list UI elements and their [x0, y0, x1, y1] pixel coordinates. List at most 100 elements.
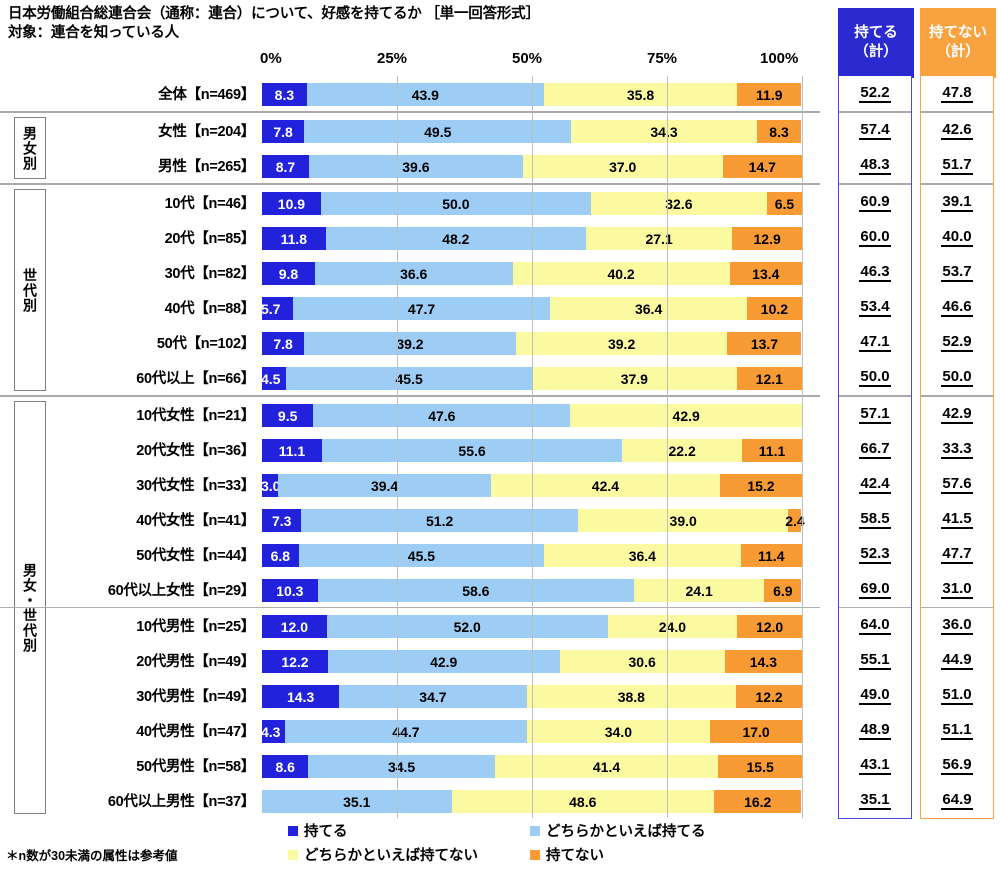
- total-value: 50.0: [941, 368, 973, 387]
- total-value: 46.6: [941, 298, 973, 317]
- bar-segment-value: 34.3: [650, 123, 678, 140]
- total-value: 69.0: [859, 580, 891, 599]
- total-cell-negative: 36.0: [921, 607, 993, 643]
- row-label: 10代女性【n=21】: [136, 408, 255, 424]
- total-value: 47.8: [941, 84, 973, 103]
- bar-segment-value: 39.2: [396, 335, 424, 352]
- total-value: 42.6: [941, 121, 973, 140]
- gridline-1: [397, 76, 398, 818]
- legend-item-0: 持てる: [288, 820, 348, 841]
- row-label: 20代女性【n=36】: [136, 443, 255, 459]
- bar-segment-value: 12.9: [753, 230, 781, 247]
- bar-segment-2: 27.1: [585, 227, 733, 250]
- bar-segment-value: 8.6: [275, 758, 295, 775]
- total-cell-negative: 56.9: [921, 748, 993, 783]
- total-cell-positive: 48.3: [839, 148, 911, 183]
- chart-row: 女性【n=204】 7.8 49.5 34.3 8.3: [0, 113, 820, 148]
- totals-group-negative: 47.8: [921, 76, 993, 111]
- total-cell-positive: 69.0: [839, 572, 911, 607]
- bar-segment-value: 15.5: [746, 758, 774, 775]
- bar-segment-value: 14.3: [749, 653, 777, 670]
- total-value: 51.1: [941, 721, 973, 740]
- bar-segment-3: 12.2: [736, 685, 802, 708]
- bar-segment-value: 8.3: [769, 123, 789, 140]
- bar-segment-value: 36.4: [628, 547, 656, 564]
- bar-segment-value: 13.4: [752, 265, 780, 282]
- bar-segment-2: 36.4: [544, 544, 741, 567]
- bar-segment-1: 45.5: [298, 544, 545, 567]
- total-cell-positive: 60.0: [839, 220, 911, 255]
- chart-legend: 持てる どちらかといえば持てる どちらかといえば持てない 持てない: [288, 820, 808, 868]
- bar-segment-0: 8.3: [262, 83, 307, 106]
- bar-segment-0: 12.2: [262, 650, 328, 673]
- bar-segment-value: 35.8: [626, 86, 655, 103]
- total-cell-negative: 64.9: [921, 783, 993, 818]
- bar-segment-value: 4.3: [261, 723, 281, 740]
- bar-segment-0: 7.8: [262, 120, 305, 143]
- total-value: 47.7: [941, 545, 973, 564]
- total-value: 64.9: [941, 791, 973, 810]
- bar-segment-2: 48.6: [451, 790, 714, 813]
- total-value: 53.7: [941, 263, 973, 282]
- bar-segment-value: 32.6: [665, 195, 693, 212]
- total-cell-negative: 39.1: [921, 185, 993, 220]
- bar-segment-value: 58.6: [462, 582, 490, 599]
- bar-segment-3: 12.0: [737, 615, 802, 638]
- bar-segment-value: 14.7: [748, 158, 776, 175]
- total-value: 42.4: [859, 475, 891, 494]
- bar-segment-value: 51.2: [426, 512, 454, 529]
- bar-segment-1: 36.6: [314, 262, 513, 285]
- total-cell-positive: 43.1: [839, 748, 911, 783]
- group-label-男女別: 男女別: [14, 117, 46, 179]
- bar-segment-1: 44.7: [285, 720, 527, 743]
- total-value: 36.0: [941, 616, 973, 635]
- totals-column-positive: 52.2 57.4 48.3 60.9 60.0 46.3 53.4 47.1 50.0 57.1…: [838, 76, 912, 819]
- total-cell-negative: 51.7: [921, 148, 993, 183]
- bar-segment-value: 41.4: [592, 758, 621, 775]
- total-cell-positive: 58.5: [839, 502, 911, 537]
- total-value: 42.9: [941, 405, 973, 424]
- bar-segment-value: 42.4: [591, 477, 620, 494]
- total-cell-negative: 44.9: [921, 643, 993, 678]
- bar-segment-value: 12.2: [755, 688, 783, 705]
- total-cell-positive: 48.9: [839, 713, 911, 748]
- bar-segment-value: 42.9: [430, 653, 458, 670]
- bar-segment-1: 39.2: [304, 332, 516, 355]
- bar-segment-3: 14.3: [724, 650, 802, 673]
- bar-segment-value: 47.7: [407, 300, 436, 317]
- bar-segment-2: 34.0: [526, 720, 711, 743]
- bar-segment-value: 10.2: [760, 300, 789, 317]
- chart-row: 50代女性【n=44】 6.8 45.5 36.4 11.4: [0, 537, 820, 572]
- group-label-世代別: 世代別: [14, 189, 46, 391]
- row-label: 60代以上【n=66】: [136, 371, 255, 387]
- bar-segment-1: 52.0: [326, 615, 608, 638]
- chart-row: 60代以上女性【n=29】 10.3 58.6 24.1 6.9: [0, 572, 820, 607]
- chart-row: 30代女性【n=33】 3.0 39.4 42.4 15.2: [0, 467, 820, 502]
- bar-segment-value: 11.1: [278, 442, 306, 459]
- bar-segment-3: 10.2: [746, 297, 802, 320]
- bar-segment-2: 39.0: [577, 509, 789, 532]
- row-label: 10代男性【n=25】: [136, 619, 255, 635]
- row-label: 40代【n=88】: [164, 301, 256, 317]
- total-cell-negative: 31.0: [921, 572, 993, 607]
- title-line-1: 日本労働組合総連合会（通称：連合）について、好感を持てるか ［単一回答形式］: [8, 6, 540, 22]
- chart-group-男女・世代別: 男女・世代別 10代女性【n=21】 9.5 47.6 42.9 20代女性【n=36】 1…: [0, 395, 820, 818]
- total-cell-negative: 40.0: [921, 220, 993, 255]
- total-value: 51.7: [941, 156, 973, 175]
- chart-group-世代別: 世代別 10代【n=46】 10.9 50.0 32.6 6.5 20代【n=85】 11.8…: [0, 183, 820, 395]
- bar-segment-0: 11.8: [262, 227, 326, 250]
- total-value: 33.3: [941, 440, 973, 459]
- legend-item-2: どちらかといえば持てない: [288, 844, 478, 865]
- bar-segment-value: 17.0: [742, 723, 770, 740]
- bar-segment-value: 2.4: [785, 512, 805, 529]
- bar-segment-3: 13.4: [729, 262, 802, 285]
- bar-segment-3: 6.9: [764, 579, 802, 602]
- bar-segment-1: 48.2: [325, 227, 586, 250]
- total-cell-positive: 50.0: [839, 360, 911, 395]
- bar-segment-0: 10.9: [262, 192, 321, 215]
- bar-segment-value: 10.3: [276, 582, 304, 599]
- bar-segment-1: 47.6: [313, 404, 571, 427]
- row-label: 50代女性【n=44】: [136, 548, 255, 564]
- bar-segment-value: 40.2: [607, 265, 635, 282]
- total-cell-negative: 41.5: [921, 502, 993, 537]
